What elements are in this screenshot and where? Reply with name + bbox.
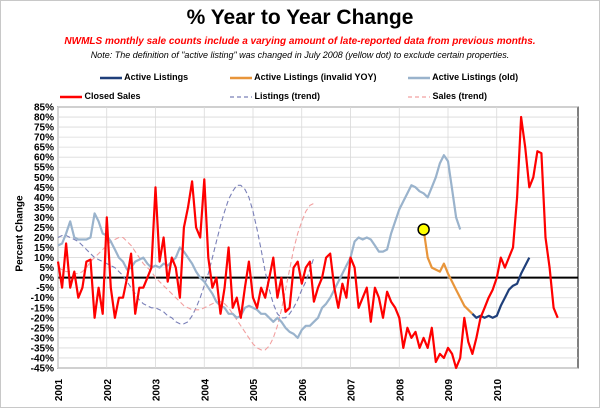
series-line-1 <box>422 229 474 315</box>
y-tick-label: 80% <box>34 113 54 124</box>
x-tick-label: 2004 <box>200 378 211 401</box>
legend-label: Active Listings <box>124 72 189 82</box>
y-tick-label: -25% <box>31 323 54 334</box>
y-tick-label: -35% <box>31 343 54 354</box>
x-tick-label: 2001 <box>54 378 65 401</box>
y-tick-label: 20% <box>34 233 54 244</box>
y-tick-label: -15% <box>31 303 54 314</box>
gridlines <box>57 106 579 369</box>
legend-label: Listings (trend) <box>254 91 321 101</box>
y-tick-label: -10% <box>31 293 54 304</box>
y-tick-label: 0% <box>40 273 55 284</box>
legend-swatch-active <box>100 76 122 79</box>
legend-item-sales-trend: Sales (trend) <box>408 91 487 101</box>
x-tick-label: 2010 <box>493 378 504 401</box>
y-tick-label: 45% <box>34 183 54 194</box>
legend-swatch-listings-trend <box>230 96 252 98</box>
y-tick-label: 35% <box>34 203 54 214</box>
x-tick-label: 2008 <box>395 378 406 401</box>
y-tick-label: -45% <box>31 364 54 375</box>
y-tick-label: 65% <box>34 143 54 154</box>
x-tick-label: 2002 <box>103 378 114 401</box>
legend-label: Closed Sales <box>84 91 141 101</box>
y-tick-label: -30% <box>31 333 54 344</box>
legend-item-listings-trend: Listings (trend) <box>230 91 320 101</box>
y-tick-label: -5% <box>36 283 54 294</box>
highlight-marks <box>417 223 430 236</box>
series-line-4 <box>57 184 315 325</box>
definition-change-dot <box>417 223 430 236</box>
y-tick-label: -40% <box>31 353 54 364</box>
chart-title: % Year to Year Change <box>186 6 414 29</box>
legend-label: Active Listings (old) <box>432 72 519 82</box>
legend-item-active-invalid: Active Listings (invalid YOY) <box>230 72 377 82</box>
legend-label: Active Listings (invalid YOY) <box>254 72 377 82</box>
series-line-3 <box>56 115 559 370</box>
y-tick-labels: 85%80%75%70%65%60%55%50%45%40%35%30%25%2… <box>31 103 54 375</box>
y-tick-label: 10% <box>34 253 54 264</box>
y-tick-label: 85% <box>34 103 54 114</box>
y-tick-label: 5% <box>40 263 55 274</box>
legend-label: Sales (trend) <box>432 91 488 101</box>
legend-swatch-invalid <box>230 76 252 79</box>
legend-swatch-closed <box>60 95 82 98</box>
legend-swatch-sales-trend <box>408 96 430 98</box>
x-tick-label: 2006 <box>298 378 309 401</box>
series-lines <box>56 115 559 370</box>
series-line-2 <box>57 154 462 339</box>
y-tick-label: 15% <box>34 243 54 254</box>
x-tick-labels: 2001 2002 2003 2004 2005 2006 2007 2008 2009 2010 <box>54 378 504 401</box>
y-tick-label: 40% <box>34 193 54 204</box>
y-tick-label: 25% <box>34 223 54 234</box>
y-tick-label: 55% <box>34 163 54 174</box>
x-tick-label: 2007 <box>347 378 358 401</box>
chart-note: Note: The definition of "active listing"… <box>90 50 510 60</box>
x-tick-label: 2009 <box>444 378 455 401</box>
legend-item-active-listings: Active Listings <box>100 72 188 82</box>
y-tick-label: 50% <box>34 173 54 184</box>
y-tick-label: 70% <box>34 133 54 144</box>
chart-subtitle: NWMLS monthly sale counts include a vary… <box>64 36 536 47</box>
legend-swatch-old <box>408 76 430 79</box>
series-line-5 <box>57 202 315 351</box>
legend-item-closed-sales: Closed Sales <box>60 91 141 101</box>
y-tick-label: 60% <box>34 153 54 164</box>
y-tick-label: 30% <box>34 213 54 224</box>
y-tick-label: 75% <box>34 123 54 134</box>
legend-item-active-old: Active Listings (old) <box>408 72 518 82</box>
y-tick-label: -20% <box>31 313 54 324</box>
x-tick-label: 2003 <box>152 378 163 401</box>
x-tick-label: 2005 <box>249 378 260 401</box>
